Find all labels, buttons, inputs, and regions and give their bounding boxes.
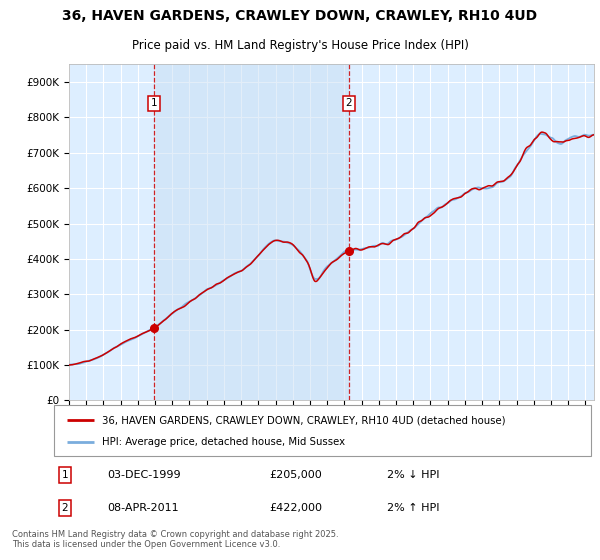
Text: 03-DEC-1999: 03-DEC-1999 [108, 470, 181, 479]
Text: £205,000: £205,000 [269, 470, 322, 479]
Text: £422,000: £422,000 [269, 503, 322, 513]
Text: 1: 1 [151, 99, 157, 108]
Text: 08-APR-2011: 08-APR-2011 [108, 503, 179, 513]
Text: 2% ↑ HPI: 2% ↑ HPI [387, 503, 439, 513]
Text: 2: 2 [61, 503, 68, 513]
Text: HPI: Average price, detached house, Mid Sussex: HPI: Average price, detached house, Mid … [103, 437, 346, 447]
FancyBboxPatch shape [54, 405, 591, 456]
Text: 2% ↓ HPI: 2% ↓ HPI [387, 470, 439, 479]
Text: 36, HAVEN GARDENS, CRAWLEY DOWN, CRAWLEY, RH10 4UD: 36, HAVEN GARDENS, CRAWLEY DOWN, CRAWLEY… [62, 10, 538, 24]
Text: 2: 2 [346, 99, 352, 108]
Text: 36, HAVEN GARDENS, CRAWLEY DOWN, CRAWLEY, RH10 4UD (detached house): 36, HAVEN GARDENS, CRAWLEY DOWN, CRAWLEY… [103, 416, 506, 426]
Text: 1: 1 [61, 470, 68, 479]
Text: Price paid vs. HM Land Registry's House Price Index (HPI): Price paid vs. HM Land Registry's House … [131, 39, 469, 53]
Text: Contains HM Land Registry data © Crown copyright and database right 2025.
This d: Contains HM Land Registry data © Crown c… [12, 530, 338, 549]
Bar [154, 64, 349, 400]
